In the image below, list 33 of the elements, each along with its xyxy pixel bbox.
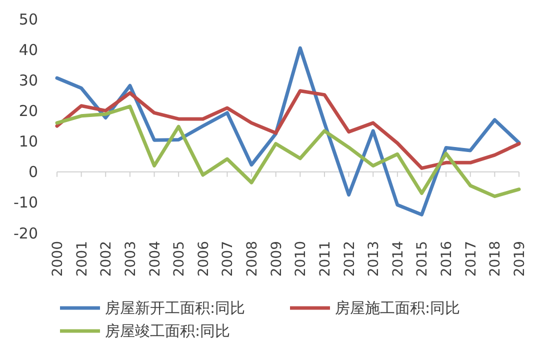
line-series [55,104,521,198]
x-tick-label: 2010 [293,241,310,277]
y-tick-label: 10 [18,132,38,151]
y-tick-label: 50 [18,10,38,28]
x-tick-label: 2017 [463,241,480,277]
x-tick-label: 2001 [74,241,90,277]
legend-label: 房屋竣工面积:同比 [105,322,230,340]
x-tick-label: 2016 [439,240,456,277]
y-tick-label: 30 [18,71,38,90]
legend-label: 房屋新开工面积:同比 [105,299,246,317]
y-tick-label: 0 [28,163,38,182]
x-tick-label: 2018 [488,241,504,277]
x-tick-label: 2014 [390,240,406,277]
x-tick-label: 2013 [366,241,382,277]
y-tick-label: 40 [18,40,38,59]
x-tick-label: 2004 [147,240,164,277]
y-tick-label: -10 [14,194,38,212]
x-tick-label: 2015 [414,241,431,277]
x-tick-label: 2007 [220,241,236,277]
x-tick-label: 2012 [342,241,358,277]
x-tick-label: 2005 [172,241,188,277]
x-tick-label: 2008 [244,241,261,277]
x-tick-label: 2019 [512,241,528,277]
y-tick-label: -20 [14,224,38,242]
x-tick-label: 2011 [317,241,334,277]
x-tick-label: 2009 [268,241,285,277]
x-tick-label: 2003 [122,241,139,277]
x-tick-label: 2002 [98,241,115,277]
x-tick-label: 2006 [196,240,212,277]
line-series [55,89,521,170]
x-tick-label: 2000 [50,241,66,277]
legend-label: 房屋施工面积:同比 [335,299,460,317]
y-tick-label: 20 [18,102,38,120]
